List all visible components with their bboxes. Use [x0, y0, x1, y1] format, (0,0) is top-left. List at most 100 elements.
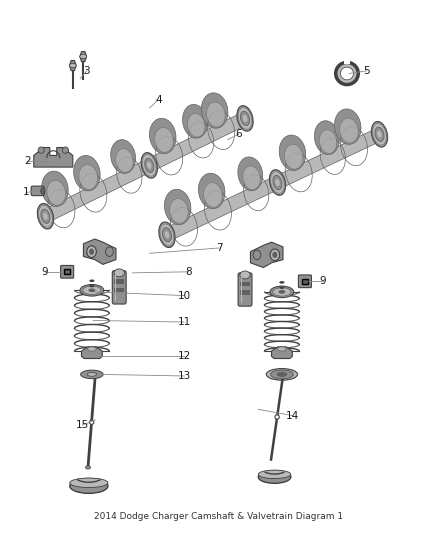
Ellipse shape [243, 115, 247, 122]
Text: 3: 3 [83, 66, 90, 76]
FancyBboxPatch shape [240, 290, 250, 295]
Ellipse shape [111, 140, 136, 173]
Polygon shape [251, 242, 283, 268]
Ellipse shape [164, 189, 191, 225]
Ellipse shape [114, 269, 124, 277]
Ellipse shape [183, 104, 208, 138]
Ellipse shape [62, 147, 68, 154]
Ellipse shape [201, 93, 228, 128]
FancyBboxPatch shape [60, 265, 74, 278]
Ellipse shape [240, 271, 250, 279]
Ellipse shape [270, 286, 294, 298]
FancyBboxPatch shape [31, 186, 44, 196]
FancyBboxPatch shape [112, 271, 126, 304]
Ellipse shape [340, 118, 358, 143]
Text: 14: 14 [286, 410, 300, 421]
Ellipse shape [70, 479, 108, 494]
Polygon shape [83, 239, 116, 264]
Ellipse shape [47, 180, 66, 205]
Ellipse shape [170, 199, 188, 223]
Ellipse shape [106, 247, 113, 256]
Ellipse shape [41, 209, 50, 223]
Ellipse shape [187, 114, 205, 137]
Ellipse shape [89, 248, 94, 255]
FancyBboxPatch shape [114, 288, 124, 293]
Ellipse shape [253, 250, 261, 260]
Polygon shape [34, 148, 73, 167]
Ellipse shape [155, 127, 173, 152]
Ellipse shape [42, 171, 68, 206]
Ellipse shape [207, 102, 225, 127]
Ellipse shape [277, 373, 287, 376]
FancyBboxPatch shape [298, 275, 311, 288]
Ellipse shape [240, 111, 250, 126]
Ellipse shape [198, 173, 225, 208]
Text: 9: 9 [41, 267, 48, 277]
Text: 5: 5 [363, 66, 370, 76]
Ellipse shape [43, 213, 48, 220]
Polygon shape [81, 347, 102, 359]
Text: 11: 11 [178, 317, 191, 327]
Ellipse shape [204, 182, 222, 207]
Text: 2014 Dodge Charger Camshaft & Valvetrain Diagram 1: 2014 Dodge Charger Camshaft & Valvetrain… [95, 512, 343, 521]
Ellipse shape [314, 121, 339, 155]
Ellipse shape [81, 370, 103, 378]
Ellipse shape [243, 166, 260, 190]
Ellipse shape [89, 285, 95, 287]
Ellipse shape [375, 127, 384, 141]
Text: 6: 6 [235, 130, 242, 139]
Ellipse shape [279, 286, 285, 289]
Text: 13: 13 [178, 371, 191, 381]
Polygon shape [272, 347, 292, 359]
Text: 10: 10 [178, 290, 191, 301]
Polygon shape [80, 52, 87, 62]
Text: 4: 4 [155, 95, 162, 105]
Ellipse shape [116, 149, 133, 172]
Ellipse shape [145, 158, 154, 173]
Ellipse shape [270, 249, 279, 261]
Ellipse shape [88, 288, 95, 292]
Ellipse shape [237, 106, 253, 131]
Ellipse shape [165, 231, 169, 238]
Ellipse shape [371, 122, 388, 147]
Ellipse shape [41, 188, 45, 194]
Ellipse shape [279, 281, 285, 284]
Ellipse shape [87, 373, 97, 376]
Polygon shape [70, 61, 76, 70]
Text: 1: 1 [23, 188, 29, 197]
Ellipse shape [284, 144, 303, 169]
Ellipse shape [141, 152, 157, 178]
Ellipse shape [87, 246, 96, 257]
Ellipse shape [271, 370, 293, 378]
Ellipse shape [377, 131, 382, 138]
Text: 8: 8 [185, 267, 192, 277]
Ellipse shape [85, 466, 91, 469]
Ellipse shape [79, 165, 98, 189]
FancyBboxPatch shape [240, 281, 250, 286]
Ellipse shape [335, 109, 361, 144]
Ellipse shape [89, 279, 95, 282]
Ellipse shape [38, 147, 44, 154]
Ellipse shape [69, 63, 76, 68]
FancyBboxPatch shape [64, 269, 70, 274]
Ellipse shape [258, 470, 291, 479]
Ellipse shape [88, 347, 96, 351]
Ellipse shape [278, 372, 286, 376]
Ellipse shape [70, 478, 108, 488]
Ellipse shape [319, 130, 337, 154]
FancyBboxPatch shape [238, 273, 252, 306]
FancyBboxPatch shape [302, 279, 308, 284]
Ellipse shape [279, 135, 306, 171]
Text: 15: 15 [76, 420, 89, 430]
Ellipse shape [273, 175, 282, 190]
Text: 7: 7 [215, 243, 223, 253]
FancyBboxPatch shape [343, 59, 350, 64]
Ellipse shape [279, 290, 286, 294]
Ellipse shape [149, 118, 176, 154]
Ellipse shape [80, 285, 104, 296]
Ellipse shape [238, 157, 263, 191]
Ellipse shape [80, 54, 87, 59]
Ellipse shape [74, 156, 100, 191]
Ellipse shape [258, 471, 291, 483]
Ellipse shape [159, 222, 175, 247]
